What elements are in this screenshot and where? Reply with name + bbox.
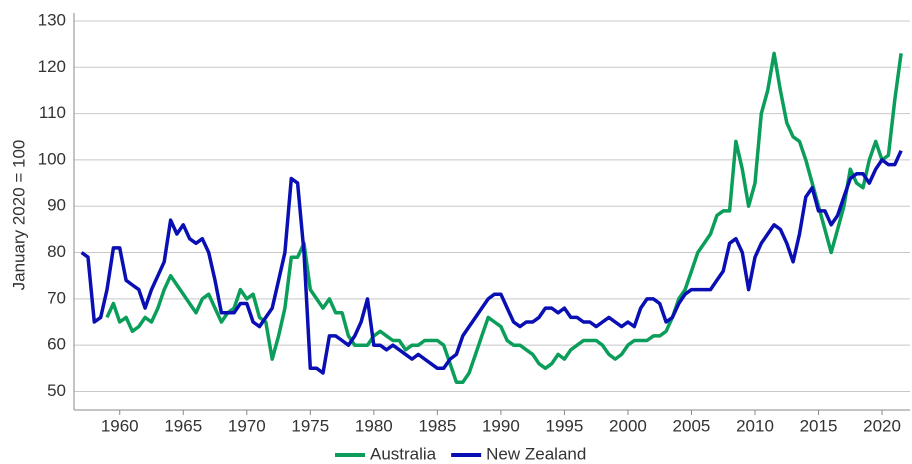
x-tick-label: 2010 bbox=[736, 416, 774, 435]
x-tick-label: 1965 bbox=[164, 416, 202, 435]
y-tick-label: 110 bbox=[39, 103, 66, 122]
y-tick-label: 70 bbox=[47, 288, 66, 307]
y-tick-label: 100 bbox=[38, 149, 66, 168]
legend-label: New Zealand bbox=[486, 444, 586, 463]
y-tick-label: 90 bbox=[47, 196, 66, 215]
line-series bbox=[80, 149, 903, 375]
x-tick-label: 1975 bbox=[291, 416, 329, 435]
x-tick-label: 1970 bbox=[228, 416, 266, 435]
y-tick-label: 50 bbox=[47, 381, 66, 400]
y-tick-label: 60 bbox=[47, 335, 66, 354]
x-tick-label: 2000 bbox=[609, 416, 647, 435]
x-tick-label: 1980 bbox=[355, 416, 393, 435]
y-axis-title: January 2020 = 100 bbox=[9, 140, 28, 291]
x-tick-label: 2015 bbox=[800, 416, 838, 435]
y-tick-label: 130 bbox=[38, 10, 66, 29]
x-tick-label: 1995 bbox=[546, 416, 584, 435]
legend-label: Australia bbox=[370, 444, 437, 463]
line-series bbox=[105, 51, 903, 384]
y-tick-label: 120 bbox=[38, 57, 66, 76]
x-tick-label: 1985 bbox=[418, 416, 456, 435]
x-tick-label: 1960 bbox=[101, 416, 139, 435]
x-tick-label: 2005 bbox=[673, 416, 711, 435]
y-tick-label: 80 bbox=[47, 242, 66, 261]
x-tick-label: 1990 bbox=[482, 416, 520, 435]
x-tick-label: 2020 bbox=[863, 416, 901, 435]
